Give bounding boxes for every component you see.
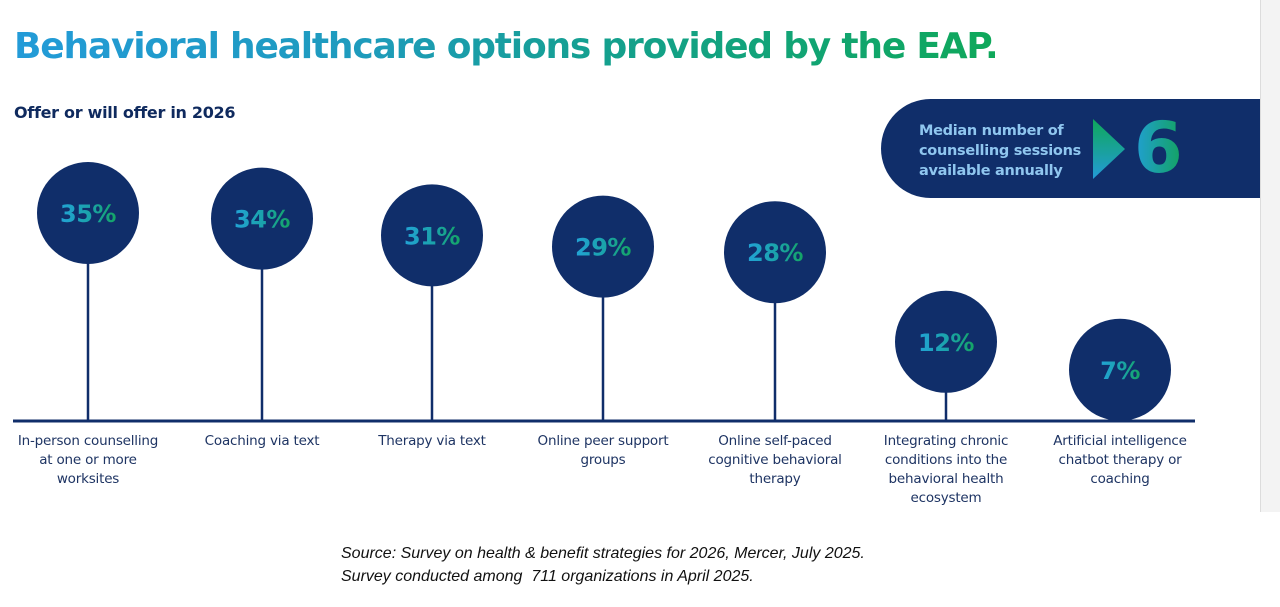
lollipop-bubble [1069,318,1171,421]
callout-line: counselling sessions [919,143,1081,159]
callout-line: Median number of [919,123,1064,139]
category-label: Coaching via text [182,432,342,451]
data-label: 29% [575,234,631,262]
category-label-line: cognitive behavioral [708,452,842,468]
page-title: Behavioral healthcare options provided b… [14,26,999,67]
lollipop-bubble [37,162,139,264]
category-label-line: In-person counselling [17,433,159,449]
lollipop-bubble [381,184,483,287]
category-label: Therapy via text [352,432,512,451]
data-label: 28% [747,239,803,267]
category-label-line: at one or more [39,452,137,468]
category-label: Integrating chronic conditions into the be… [866,432,1026,508]
category-label-line: Online self-paced [718,433,832,449]
category-label-line: conditions into the [884,452,1008,468]
category-label-line: ecosystem [910,490,982,506]
lollipop-bubble [211,167,313,270]
category-label: Online self-paced cognitive behavioral the… [695,432,855,489]
callout-line: available annually [919,163,1063,179]
data-label: 34% [234,206,290,234]
median-sessions-callout: Median number of counselling sessions av… [881,99,1260,198]
chart-subtitle: Offer or will offer in 2026 [14,103,236,122]
category-label-line: Integrating chronic [883,433,1009,449]
data-label: 35% [60,200,116,228]
category-label: Artificial intelligence chatbot therapy o… [1040,432,1200,489]
data-label: 7% [1100,357,1140,385]
data-label: 12% [918,329,974,357]
play-arrow-icon [1093,119,1125,179]
lollipop-bubble [895,290,997,393]
category-label-line: Online peer support [537,433,669,449]
callout-text: Median number of counselling sessions av… [919,121,1099,181]
source-note: Source: Survey on health & benefit strat… [341,542,865,588]
category-label-line: therapy [749,471,801,487]
category-label: Online peer support groups [523,432,683,470]
category-label-line: worksites [56,471,120,487]
category-label-line: behavioral health [888,471,1004,487]
category-label-line: Coaching via text [204,433,320,449]
right-edge-panel [1260,0,1280,512]
source-line-1: Source: Survey on health & benefit strat… [341,545,865,562]
category-label-line: chatbot therapy or [1058,452,1182,468]
lollipop-bubble [552,195,654,298]
data-label: 31% [404,222,460,250]
category-label: In-person counselling at one or more works… [8,432,168,489]
category-label-line: Artificial intelligence [1053,433,1187,449]
category-label-line: Therapy via text [378,433,486,449]
category-label-line: coaching [1090,471,1150,487]
source-line-2: Survey conducted among 711 organizations… [341,568,754,585]
lollipop-bubble [724,201,826,304]
median-sessions-value: 6 [1134,103,1183,193]
category-label-line: groups [580,452,626,468]
